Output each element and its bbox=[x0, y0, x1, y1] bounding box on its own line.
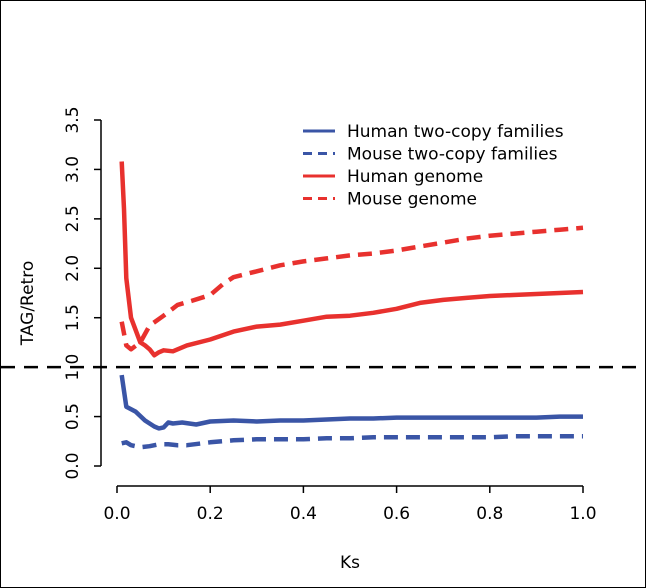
x-axis-ticks: 0.0 0.2 0.4 0.6 0.8 1.0 bbox=[103, 486, 597, 524]
y-tick-label: 2.0 bbox=[63, 255, 83, 282]
legend-label: Human two-copy families bbox=[347, 122, 564, 142]
series-layer bbox=[119, 161, 584, 450]
x-tick-label: 0.2 bbox=[197, 504, 224, 524]
y-tick-label: 3.0 bbox=[63, 156, 83, 183]
series-line-3 bbox=[119, 161, 584, 358]
y-tick-label: 0.5 bbox=[63, 403, 83, 430]
y-tick-label: 2.5 bbox=[63, 205, 83, 232]
y-tick-label: 3.5 bbox=[63, 106, 83, 133]
y-axis-ticks: 0.00.51.01.52.02.53.03.5 bbox=[63, 106, 101, 480]
x-tick-label: 0.0 bbox=[103, 504, 130, 524]
legend-label: Mouse genome bbox=[347, 190, 477, 210]
legend-label: Mouse two-copy families bbox=[347, 145, 558, 165]
series-line-1 bbox=[119, 374, 583, 431]
series-line-2 bbox=[121, 434, 583, 450]
x-tick-label: 1.0 bbox=[569, 504, 596, 524]
x-tick-label: 0.6 bbox=[383, 504, 410, 524]
x-axis-label: Ks bbox=[340, 553, 360, 573]
x-tick-label: 0.8 bbox=[476, 504, 503, 524]
y-axis-label: TAG/Retro bbox=[18, 261, 38, 347]
y-tick-label: 1.5 bbox=[63, 304, 83, 331]
legend-label: Human genome bbox=[347, 167, 483, 187]
legend: Human two-copy families Mouse two-copy fa… bbox=[303, 122, 564, 210]
x-tick-label: 0.4 bbox=[290, 504, 317, 524]
y-tick-label: 0.0 bbox=[63, 452, 83, 479]
series-line-4 bbox=[119, 225, 584, 352]
